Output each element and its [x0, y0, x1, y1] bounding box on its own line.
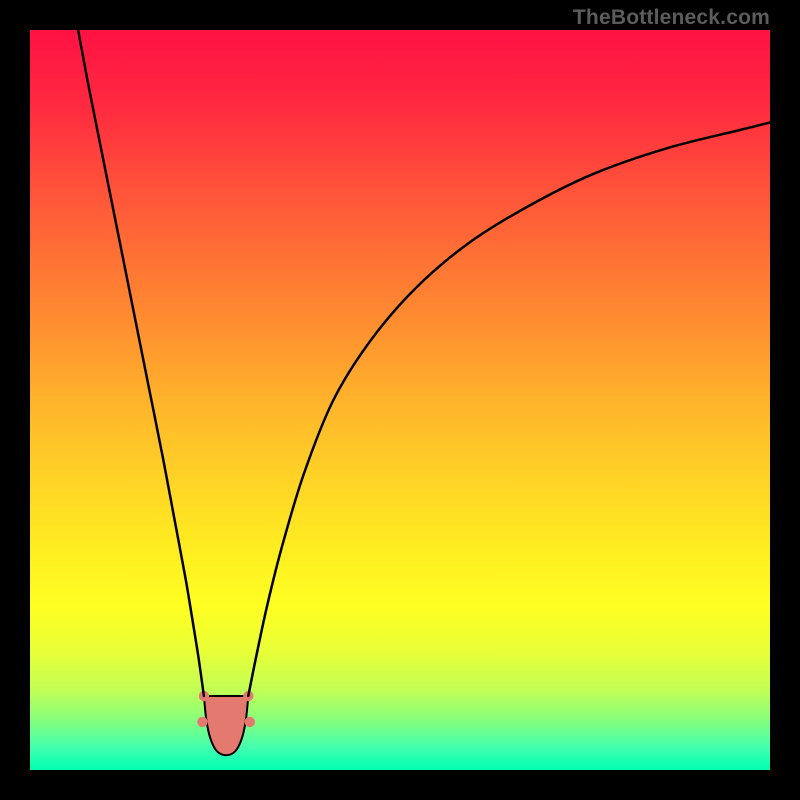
chart-container	[30, 30, 770, 770]
watermark-text: TheBottleneck.com	[573, 6, 770, 30]
bottleneck-chart	[30, 30, 770, 770]
